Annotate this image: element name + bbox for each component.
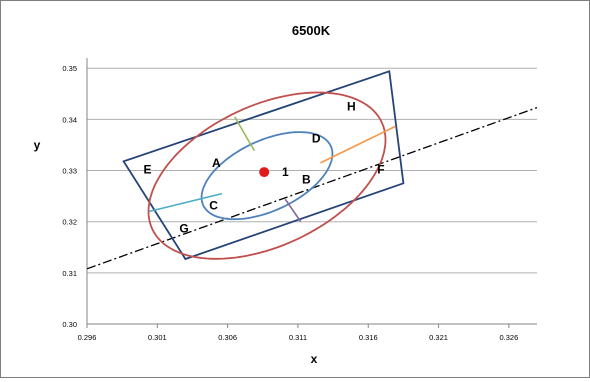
data-point: [259, 167, 270, 178]
annotation-label: E: [143, 163, 151, 177]
segment-series: [148, 192, 223, 213]
x-tick-label: 0.301: [148, 333, 167, 342]
quadrangle-series: [122, 70, 405, 261]
grid-layer: [86, 58, 537, 328]
annotation-label: A: [212, 156, 221, 170]
y-tick-label: 0.35: [62, 64, 77, 73]
annotation-label: F: [377, 163, 384, 177]
x-tick-label: 0.296: [78, 333, 97, 342]
ellipse-series: [147, 91, 387, 260]
x-axis-label: x: [311, 352, 318, 366]
x-tick-label: 0.316: [359, 333, 378, 342]
x-tick-label: 0.311: [289, 333, 307, 342]
annotation-label: 1: [282, 165, 289, 179]
x-tick-label: 0.306: [218, 333, 237, 342]
y-tick-label: 0.34: [62, 115, 77, 124]
y-tick-label: 0.31: [62, 269, 77, 278]
ellipse-series: [200, 131, 334, 221]
annotation-label: D: [312, 131, 321, 145]
y-tick-label: 0.32: [62, 218, 77, 227]
annotation-label: H: [347, 100, 356, 114]
y-axis-label: y: [34, 138, 41, 152]
y-tick-label: 0.30: [62, 320, 77, 329]
segment-series: [284, 198, 302, 223]
segment-series: [234, 116, 255, 152]
annotation-label: G: [179, 221, 188, 235]
segment-series: [320, 125, 396, 164]
annotation-label: B: [302, 173, 311, 187]
series-layer: [86, 70, 538, 270]
x-tick-label: 0.321: [429, 333, 448, 342]
chart-title: 6500K: [292, 23, 331, 38]
y-tick-label: 0.33: [62, 167, 77, 176]
x-tick-label: 0.326: [499, 333, 518, 342]
annotation-layer: 1 A B C D E F G H: [143, 100, 384, 236]
tick-labels-layer: 0.30 0.31 0.32 0.33 0.34 0.35 0.296 0.301 0.306 0…: [62, 64, 518, 342]
annotation-label: C: [209, 198, 218, 212]
